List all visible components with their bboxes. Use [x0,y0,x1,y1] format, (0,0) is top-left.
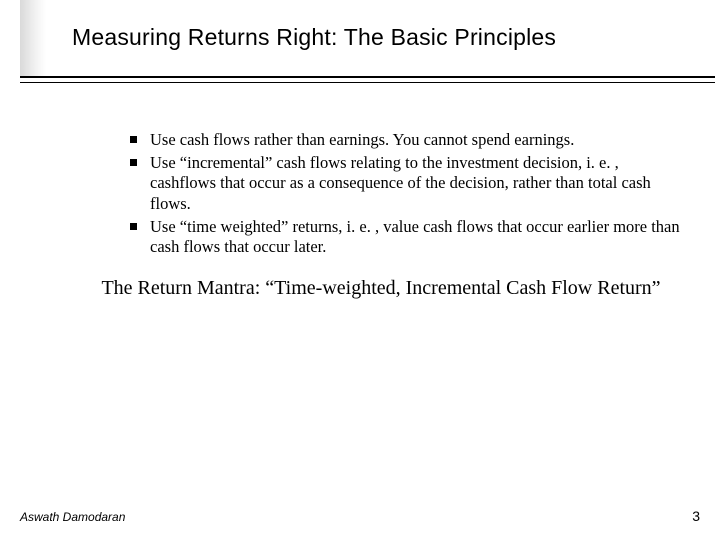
square-bullet-icon [130,223,137,230]
list-item: Use cash flows rather than earnings. You… [130,130,685,151]
list-item: Use “incremental” cash flows relating to… [130,153,685,215]
square-bullet-icon [130,159,137,166]
slide-title: Measuring Returns Right: The Basic Princ… [72,24,682,51]
mantra-text: The Return Mantra: “Time-weighted, Incre… [96,276,666,301]
title-rule-thick [20,76,715,78]
footer-author: Aswath Damodaran [20,510,125,524]
list-item: Use “time weighted” returns, i. e. , val… [130,217,685,258]
title-rule-thin [20,82,715,83]
bullet-text: Use cash flows rather than earnings. You… [150,130,574,149]
bullet-text: Use “incremental” cash flows relating to… [150,153,651,213]
footer-page-number: 3 [692,508,700,524]
square-bullet-icon [130,136,137,143]
bullet-text: Use “time weighted” returns, i. e. , val… [150,217,680,257]
side-shadow [20,0,46,76]
slide: Measuring Returns Right: The Basic Princ… [0,0,720,540]
bullet-list: Use cash flows rather than earnings. You… [130,130,685,260]
